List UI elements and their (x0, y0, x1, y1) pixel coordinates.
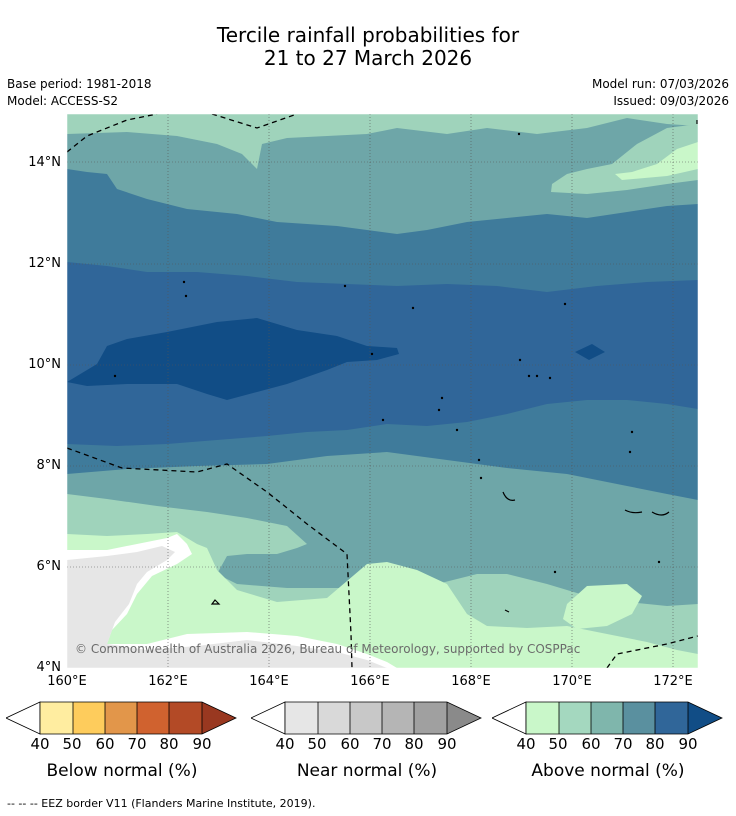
colorbar-below-swatch-3 (137, 702, 169, 734)
eez-legend-footer: -- -- -- EEZ border V11 (Flanders Marine… (7, 797, 316, 810)
colorbar-below-swatch-1 (73, 702, 105, 734)
colorbar-above-tick-50: 50 (548, 735, 568, 753)
lat-tick-10n: 10°N (28, 357, 61, 372)
map-panel[interactable]: © Commonwealth of Australia 2026, Bureau… (67, 114, 698, 668)
lat-tick-12n: 12°N (28, 256, 61, 271)
atolls (210, 120, 698, 613)
lon-tick-166e: 166°E (350, 674, 390, 689)
zone-above-90-east (575, 344, 605, 360)
islands (113, 132, 661, 574)
colorbar-above-tick-80: 80 (645, 735, 665, 753)
colorbar-near-tick-80: 80 (404, 735, 424, 753)
colorbar-above-tick-40: 40 (516, 735, 536, 753)
colorbar-below (6, 701, 237, 735)
zone-above-50-north (67, 114, 698, 169)
colorbar-near-label: Near normal (%) (296, 761, 438, 781)
colorbar-near-swatch-3 (382, 702, 414, 734)
zone-above-40-southeast (563, 584, 642, 629)
colorbar-below-label: Below normal (%) (46, 761, 198, 781)
colorbar-above-swatch-0 (526, 702, 559, 734)
colorbar-below-tick-70: 70 (127, 735, 147, 753)
colorbar-near-max-arrow (447, 702, 481, 734)
colorbar-near-min-arrow (251, 701, 286, 735)
lon-tick-172e: 172°E (653, 674, 693, 689)
graticule (67, 114, 698, 668)
colorbar-above-label: Above normal (%) (531, 761, 685, 781)
issued-date: Issued: 09/03/2026 (613, 94, 729, 108)
colorbar-below-swatch-0 (40, 702, 73, 734)
colorbar-below-tick-50: 50 (62, 735, 82, 753)
copyright-text: © Commonwealth of Australia 2026, Bureau… (75, 642, 580, 656)
colorbar-above-tick-60: 60 (581, 735, 601, 753)
colorbar-below-tick-60: 60 (95, 735, 115, 753)
colorbar-near-swatch-2 (350, 702, 382, 734)
lon-tick-162e: 162°E (148, 674, 188, 689)
colorbar-near-tick-50: 50 (307, 735, 327, 753)
lon-tick-170e: 170°E (552, 674, 592, 689)
colorbar-above-swatch-4 (655, 702, 688, 734)
colorbar-above (492, 701, 723, 735)
colorbar-near-tick-70: 70 (372, 735, 392, 753)
lon-tick-168e: 168°E (451, 674, 491, 689)
colorbar-above-tick-70: 70 (613, 735, 633, 753)
lon-tick-160e: 160°E (47, 674, 87, 689)
colorbar-near-swatch-0 (285, 702, 318, 734)
zone-above-90 (67, 318, 399, 400)
colorbar-near (251, 701, 482, 735)
colorbar-below-tick-90: 90 (192, 735, 212, 753)
zone-near-40 (67, 546, 387, 668)
colorbar-below-tick-80: 80 (159, 735, 179, 753)
lat-tick-6n: 6°N (36, 559, 62, 574)
colorbar-above-tick-90: 90 (678, 735, 698, 753)
model-name: Model: ACCESS-S2 (7, 94, 119, 108)
colorbar-below-min-arrow (6, 701, 41, 735)
colorbar-above-swatch-1 (559, 702, 591, 734)
colorbar-below-swatch-2 (105, 702, 137, 734)
base-period: Base period: 1981-2018 (7, 77, 152, 91)
model-run-date: Model run: 07/03/2026 (591, 77, 729, 91)
colorbar-above-max-arrow (688, 702, 722, 734)
lat-tick-4n: 4°N (36, 660, 62, 675)
colorbar-near-swatch-4 (414, 702, 447, 734)
colorbar-above-swatch-3 (623, 702, 655, 734)
colorbar-near-tick-40: 40 (275, 735, 295, 753)
colorbar-above-swatch-2 (591, 702, 623, 734)
lon-tick-164e: 164°E (249, 674, 289, 689)
colorbar-below-max-arrow (202, 702, 236, 734)
colorbar-below-swatch-4 (169, 702, 202, 734)
colorbar-near-tick-60: 60 (340, 735, 360, 753)
colorbar-above-min-arrow (492, 701, 527, 735)
colorbar-below-tick-40: 40 (30, 735, 50, 753)
lat-tick-8n: 8°N (36, 458, 62, 473)
lat-tick-14n: 14°N (28, 155, 61, 170)
map-title-line1: Tercile rainfall probabilities for (216, 23, 520, 47)
colorbar-near-swatch-1 (318, 702, 350, 734)
colorbar-near-tick-90: 90 (437, 735, 457, 753)
zone-above-40-northeast (615, 142, 698, 180)
eez-border (67, 114, 698, 668)
map-title-line2: 21 to 27 March 2026 (263, 46, 473, 70)
